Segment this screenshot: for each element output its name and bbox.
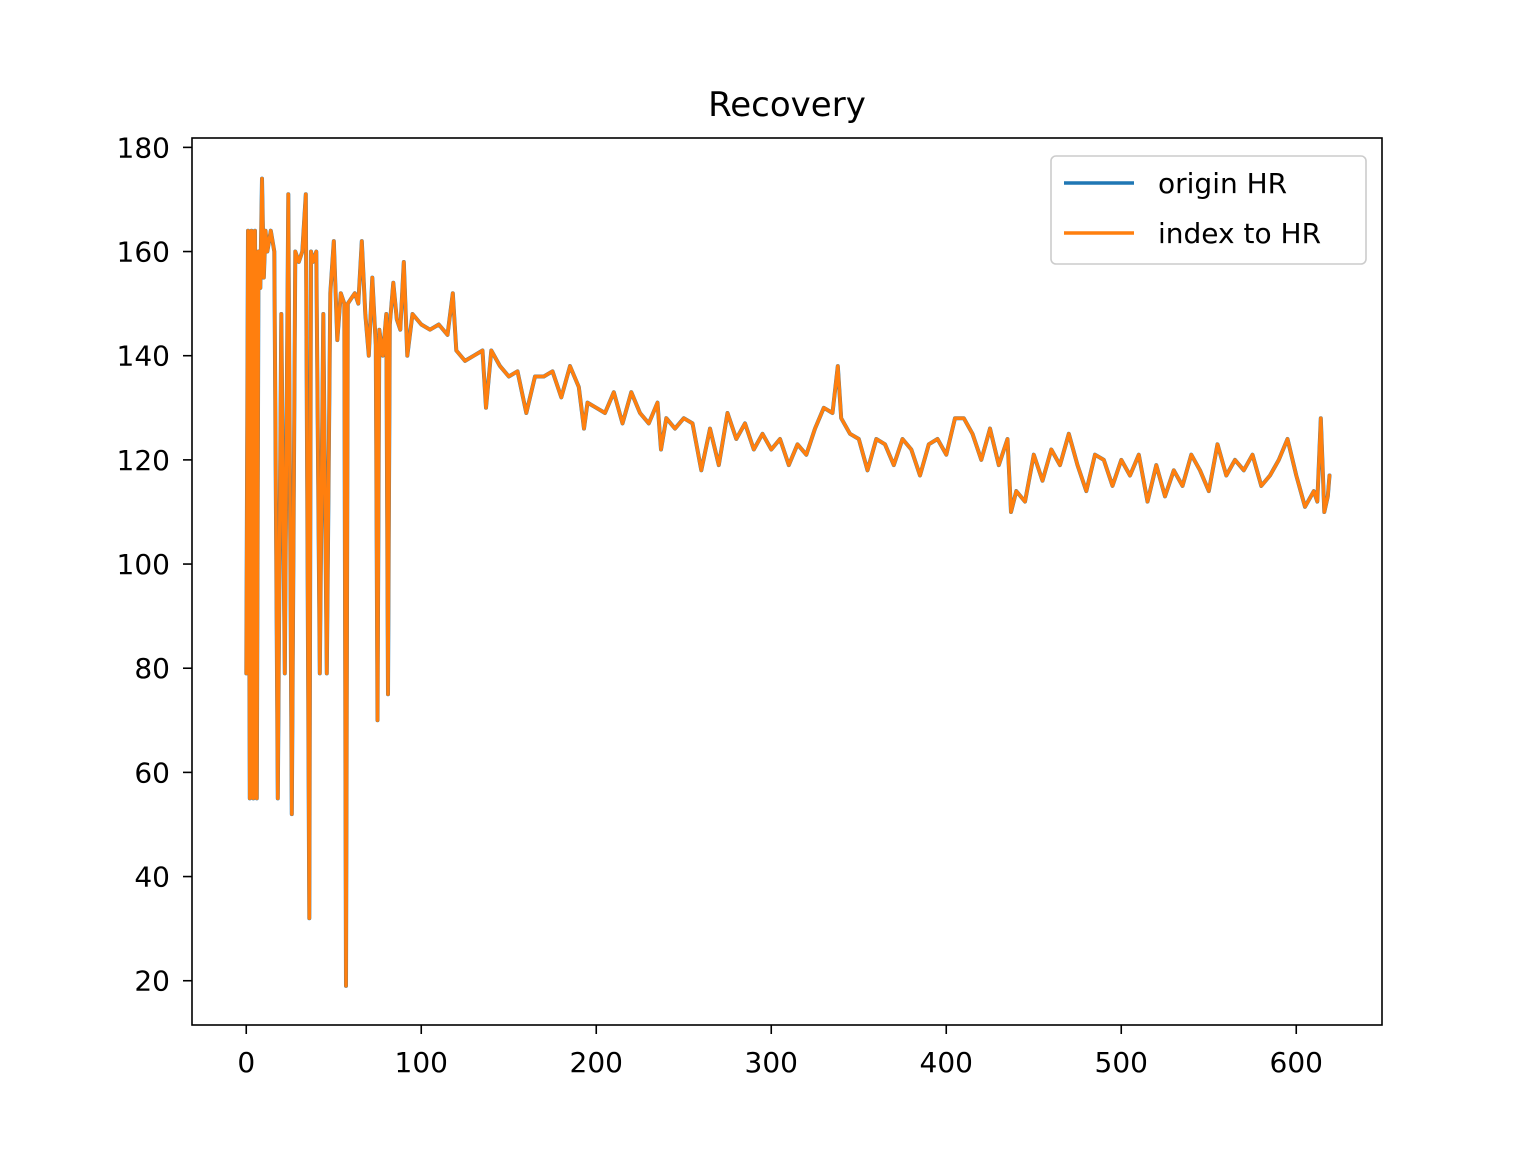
y-tick-label: 20 <box>134 965 170 998</box>
x-tick-label: 0 <box>237 1046 255 1079</box>
y-tick-label: 40 <box>134 861 170 894</box>
y-tick-label: 120 <box>117 444 170 477</box>
x-tick-label: 300 <box>745 1046 798 1079</box>
chart-title: Recovery <box>708 85 866 125</box>
x-tick-label: 600 <box>1270 1046 1323 1079</box>
plot-area <box>244 176 1332 988</box>
y-tick-label: 60 <box>134 756 170 789</box>
x-tick-label: 400 <box>920 1046 973 1079</box>
y-tick-label: 80 <box>134 652 170 685</box>
legend-label: origin HR <box>1158 167 1287 200</box>
y-tick-label: 140 <box>117 340 170 373</box>
y-tick-label: 160 <box>117 236 170 269</box>
legend-label: index to HR <box>1158 217 1321 250</box>
x-tick-label: 500 <box>1095 1046 1148 1079</box>
x-tick-label: 100 <box>395 1046 448 1079</box>
axes: 0 100 200 300 400 500 600 20 40 60 80 100 120 140 160 1… <box>117 131 1383 1079</box>
series-line-index-to-hr <box>244 176 1332 988</box>
axes-frame <box>191 137 1383 1026</box>
y-tick-label: 100 <box>117 548 170 581</box>
y-tick-label: 180 <box>117 131 170 164</box>
legend: origin HR index to HR <box>1050 155 1367 265</box>
x-tick-label: 200 <box>570 1046 623 1079</box>
